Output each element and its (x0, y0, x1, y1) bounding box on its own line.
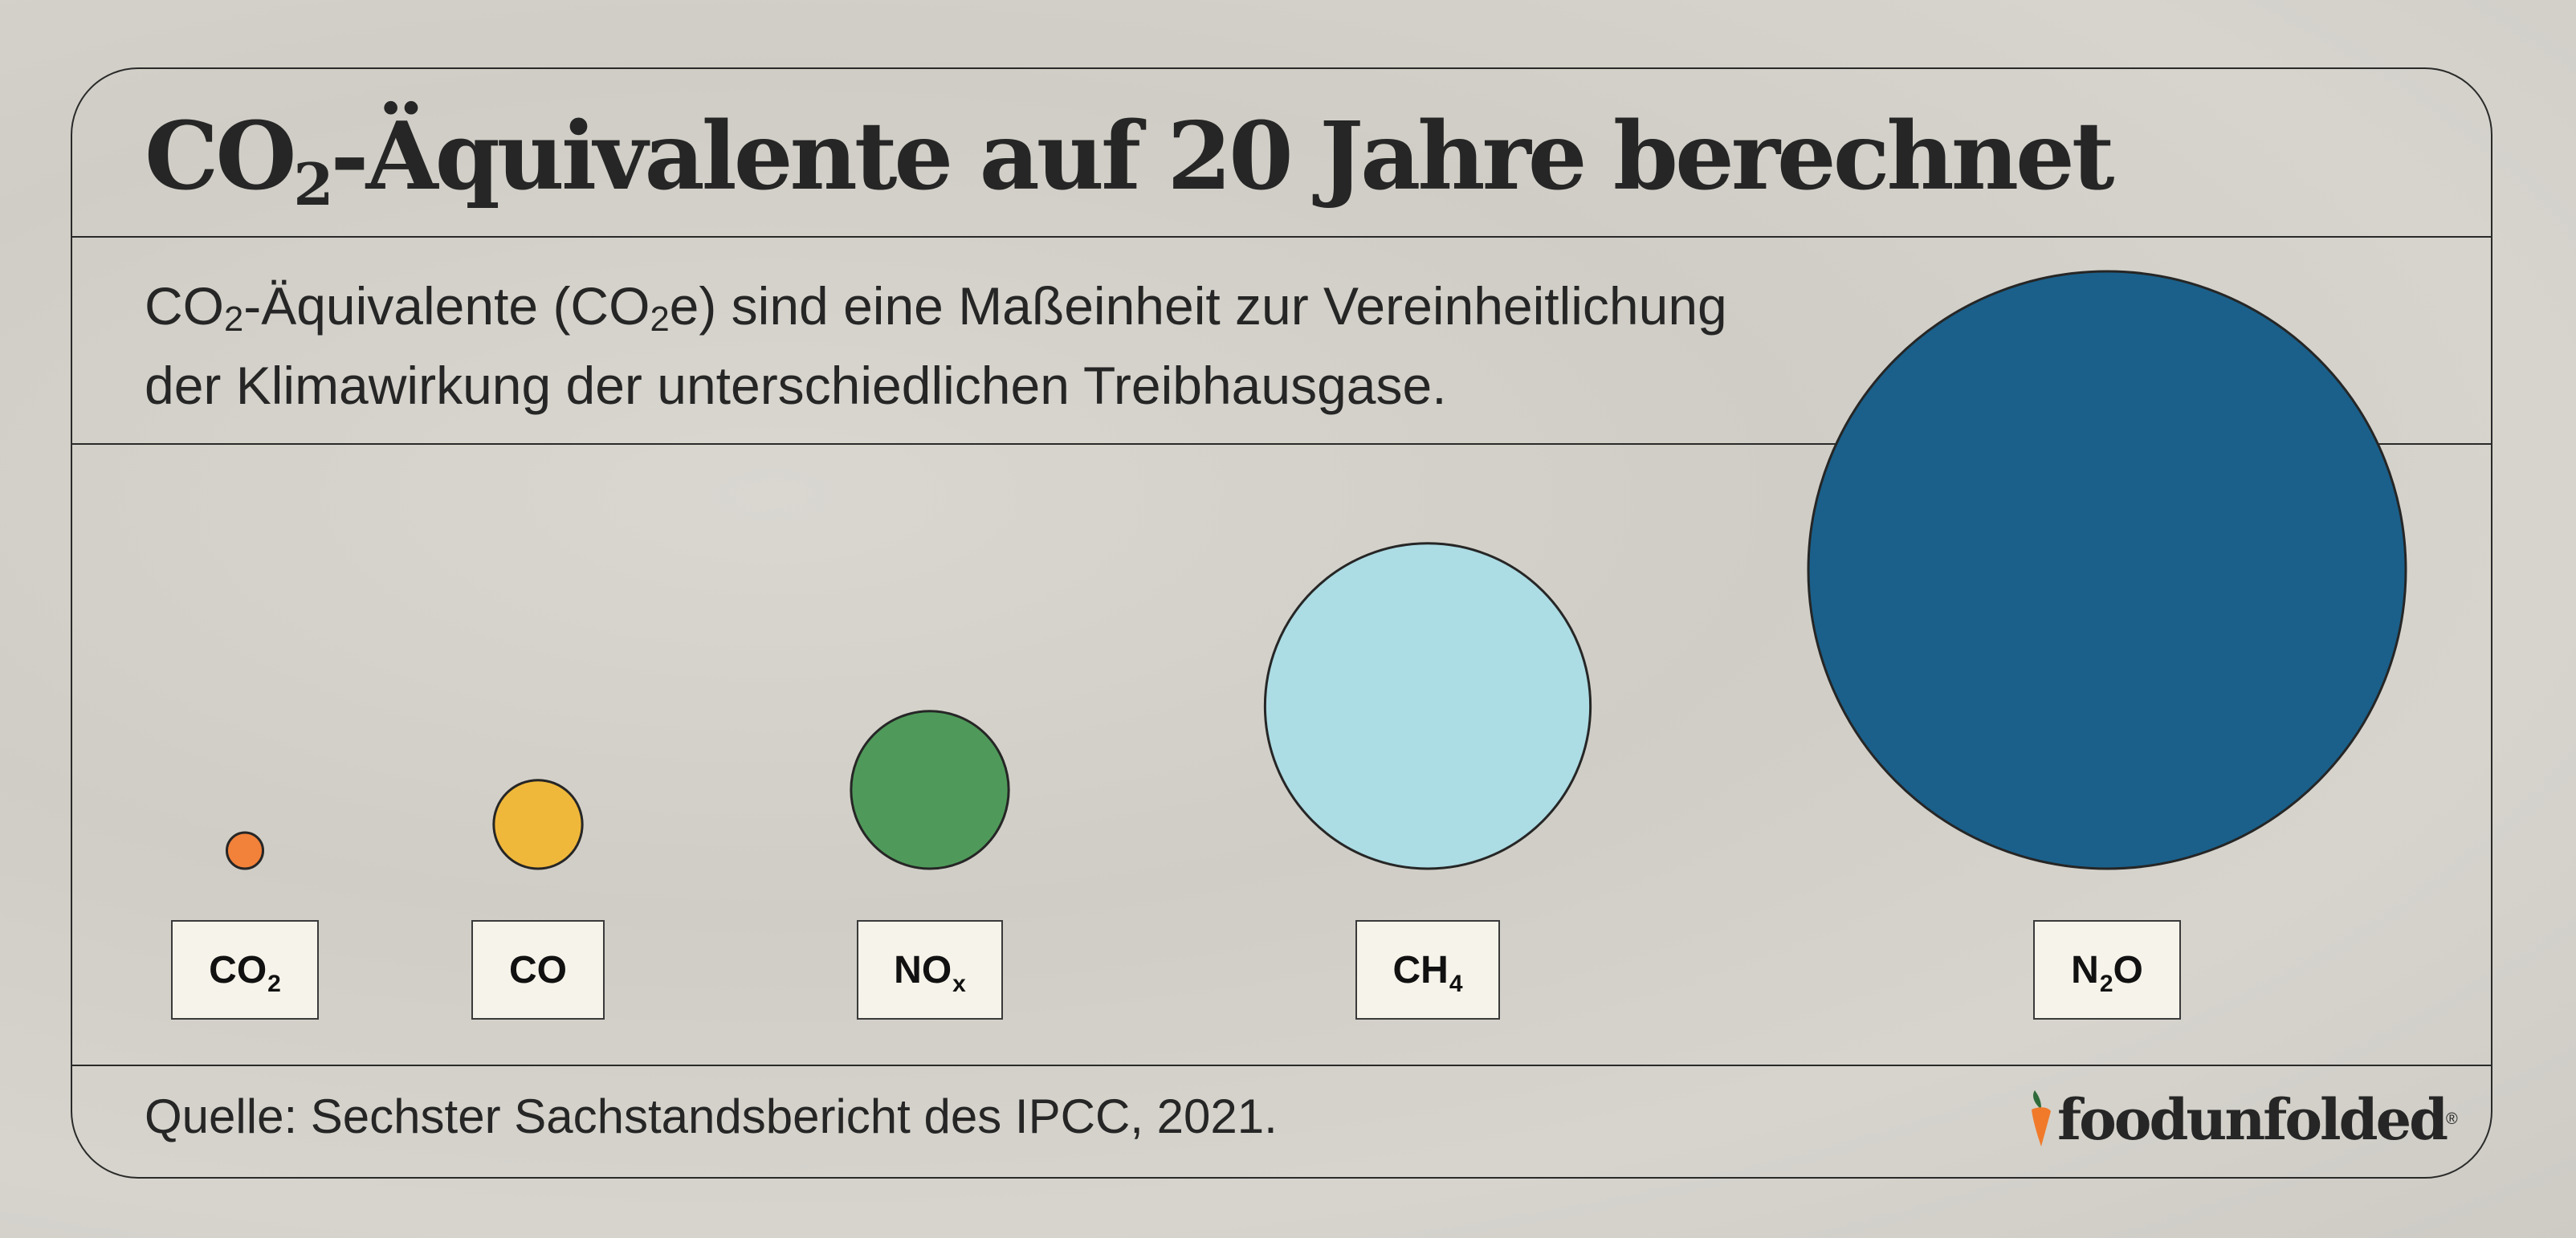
label-co2: CO 2 (171, 920, 319, 1020)
bubble-ch4 (1263, 542, 1592, 870)
bubble-nox (850, 710, 1010, 870)
chart-card (71, 67, 2492, 1179)
foodunfolded-logo: foodunfolded ® (2024, 1085, 2458, 1153)
bubble-n2o (1807, 270, 2407, 870)
source-text: Quelle: Sechster Sachstandsbericht des I… (145, 1089, 1278, 1143)
divider (71, 1065, 2492, 1066)
divider (71, 443, 2492, 445)
label-co: CO (471, 920, 605, 1020)
chart-title: CO2-Äquivalente auf 20 Jahre berechnet (145, 102, 2114, 219)
logo-registered-mark: ® (2446, 1110, 2458, 1128)
bubble-co (492, 779, 584, 870)
logo-text: foodunfolded (2057, 1085, 2448, 1153)
label-nox: NO x (857, 920, 1003, 1020)
divider (71, 236, 2492, 238)
chart-description: CO2-Äquivalente (CO2e) sind eine Maßeinh… (145, 276, 1727, 415)
label-ch4: CH 4 (1355, 920, 1500, 1020)
bubble-co2 (225, 831, 265, 870)
carrot-icon (2032, 1090, 2051, 1146)
